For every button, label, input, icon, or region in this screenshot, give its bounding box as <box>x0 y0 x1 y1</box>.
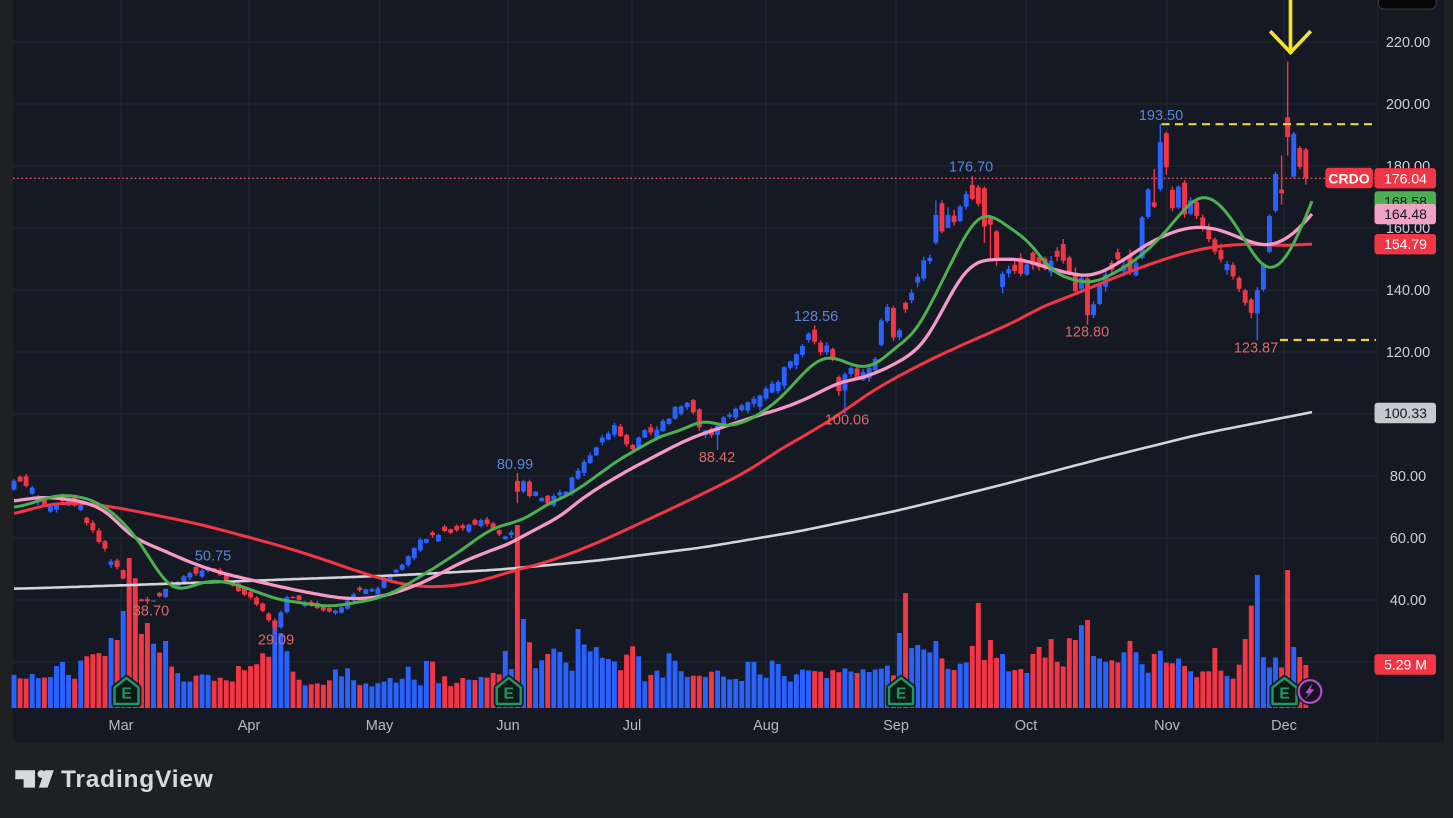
svg-text:Nov: Nov <box>1154 718 1181 734</box>
svg-text:E: E <box>121 686 131 703</box>
svg-text:128.56: 128.56 <box>794 309 838 325</box>
svg-text:Sep: Sep <box>883 718 909 734</box>
svg-text:Jun: Jun <box>496 718 519 734</box>
svg-text:50.75: 50.75 <box>195 549 231 565</box>
svg-text:154.79: 154.79 <box>1384 236 1427 252</box>
svg-text:38.70: 38.70 <box>133 604 169 620</box>
svg-text:160.00: 160.00 <box>1386 221 1430 237</box>
svg-text:40.00: 40.00 <box>1390 593 1426 609</box>
svg-text:Aug: Aug <box>753 718 779 734</box>
svg-text:176.04: 176.04 <box>1384 170 1427 186</box>
svg-text:200.00: 200.00 <box>1386 97 1430 113</box>
svg-text:Apr: Apr <box>238 718 261 734</box>
svg-text:E: E <box>1279 686 1289 703</box>
svg-text:120.00: 120.00 <box>1386 345 1430 361</box>
svg-text:Dec: Dec <box>1271 718 1297 734</box>
svg-text:29.09: 29.09 <box>258 633 294 649</box>
svg-text:E: E <box>504 686 514 703</box>
svg-text:123.87: 123.87 <box>1234 341 1278 357</box>
svg-text:128.80: 128.80 <box>1065 325 1109 341</box>
svg-text:Oct: Oct <box>1015 718 1038 734</box>
svg-text:May: May <box>366 718 394 734</box>
svg-text:80.00: 80.00 <box>1390 469 1426 485</box>
svg-text:TradingView: TradingView <box>61 766 214 793</box>
svg-text:100.06: 100.06 <box>825 413 869 429</box>
svg-text:5.29 M: 5.29 M <box>1384 657 1427 673</box>
svg-text:220.00: 220.00 <box>1386 35 1430 51</box>
svg-text:100.33: 100.33 <box>1384 405 1427 421</box>
svg-text:88.42: 88.42 <box>699 450 735 466</box>
svg-text:176.70: 176.70 <box>949 160 993 176</box>
svg-text:164.48: 164.48 <box>1384 206 1427 222</box>
svg-text:Jul: Jul <box>623 718 642 734</box>
svg-text:140.00: 140.00 <box>1386 283 1430 299</box>
svg-text:Mar: Mar <box>109 718 134 734</box>
svg-text:80.99: 80.99 <box>497 457 533 473</box>
svg-text:60.00: 60.00 <box>1390 531 1426 547</box>
svg-text:E: E <box>896 686 906 703</box>
svg-text:CRDO: CRDO <box>1328 170 1369 186</box>
svg-text:193.50: 193.50 <box>1139 108 1183 124</box>
